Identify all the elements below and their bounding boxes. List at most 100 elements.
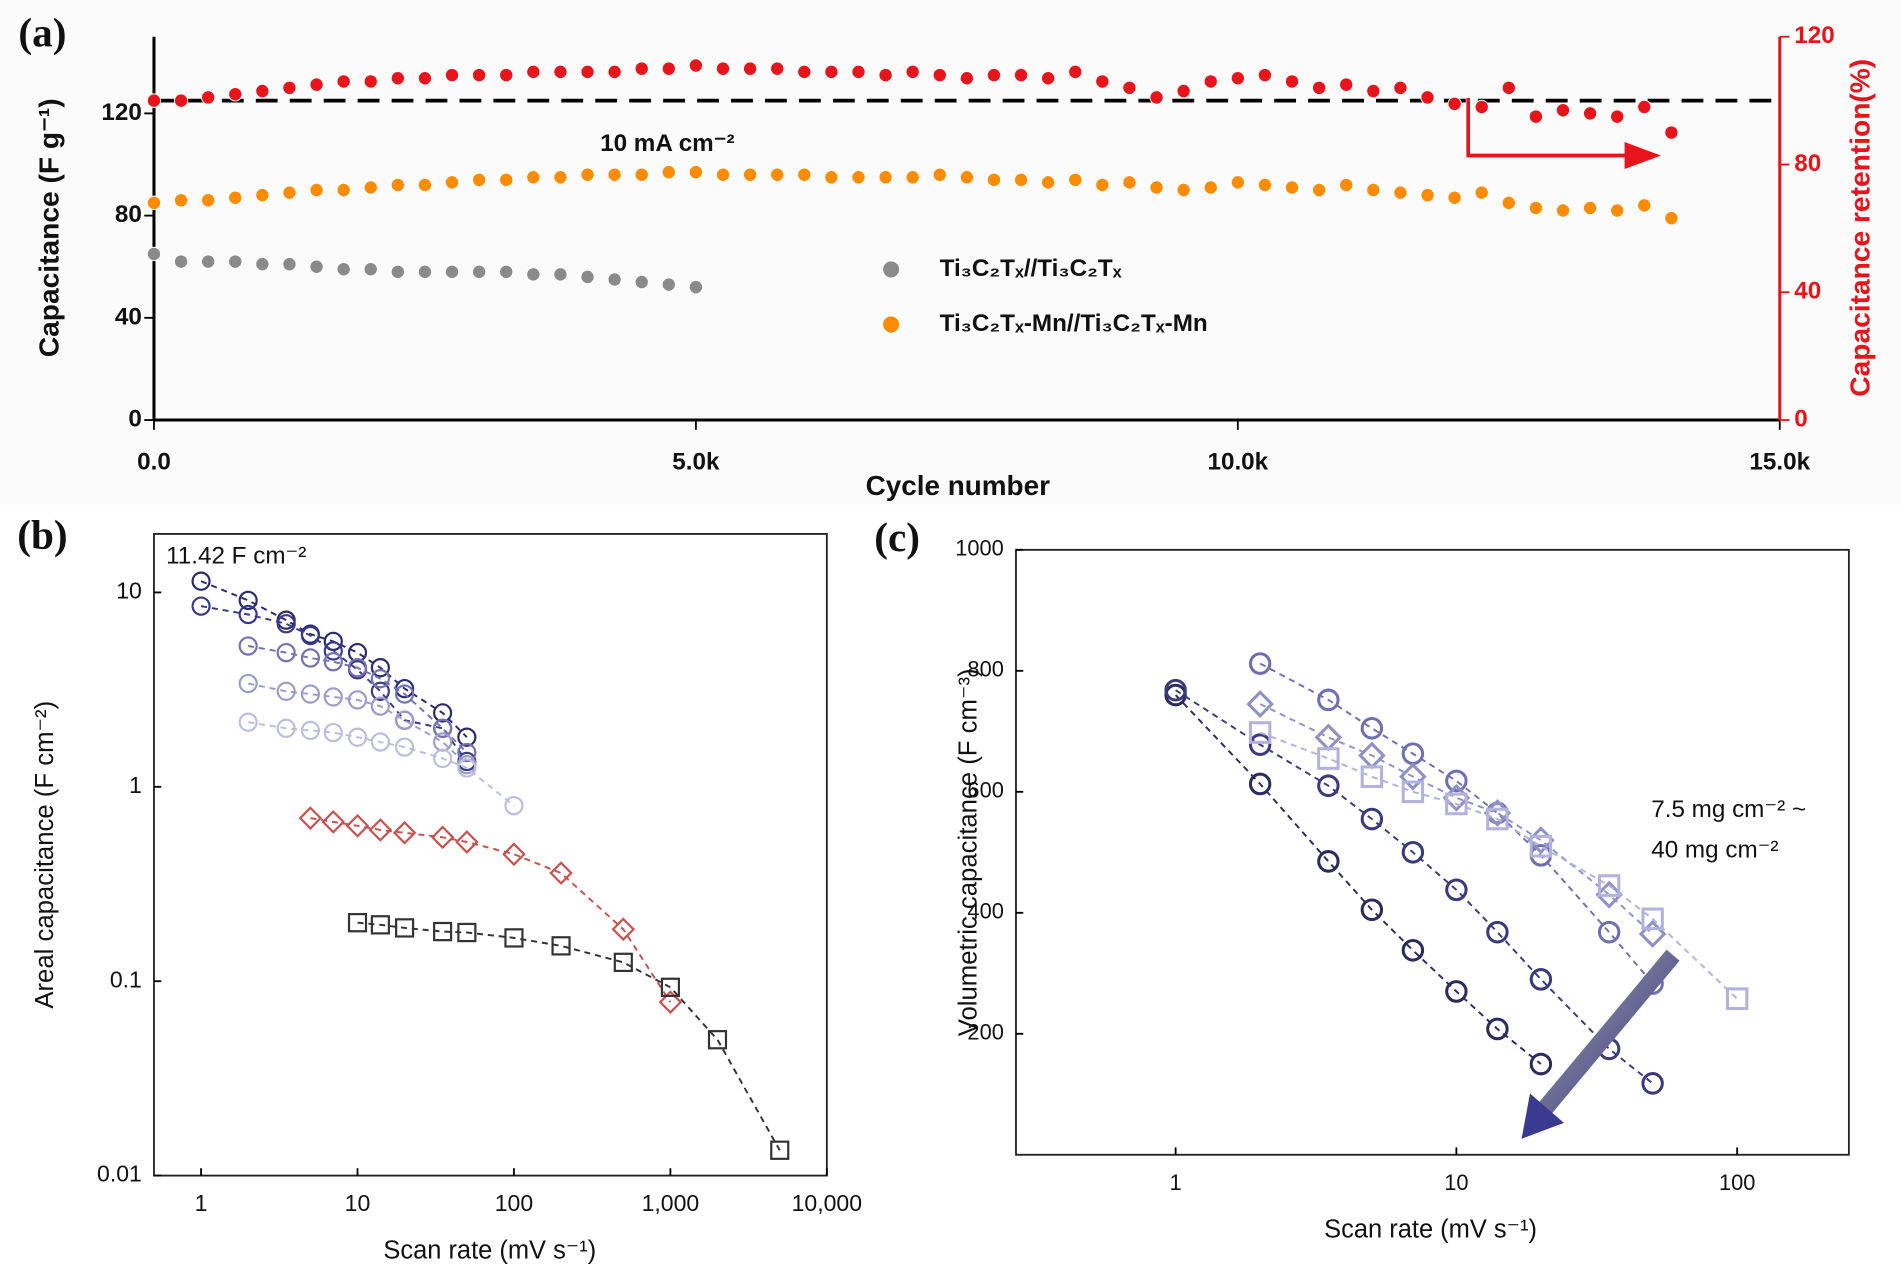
circle-marker <box>1317 774 1340 798</box>
gradient-arrow <box>1521 949 1680 1139</box>
diamond-marker <box>345 813 370 838</box>
circle-marker <box>1610 203 1625 218</box>
circle-marker <box>1366 83 1381 99</box>
circle-marker <box>1230 175 1245 190</box>
circle-marker <box>878 170 893 185</box>
square-marker <box>1486 807 1509 831</box>
y-tick-label: 400 <box>967 899 1003 924</box>
circle-marker <box>336 74 351 89</box>
circle-marker <box>1474 185 1489 200</box>
circle-marker <box>444 175 460 190</box>
circle-marker <box>417 177 433 193</box>
circle-marker <box>173 254 189 269</box>
circle-marker <box>417 71 433 86</box>
y-axis-label: Capacitance (F g⁻¹) <box>33 98 64 357</box>
circle-marker <box>433 703 453 723</box>
plot-frame <box>153 532 828 1177</box>
x-axis-label: Cycle number <box>866 470 1050 501</box>
circle-marker <box>228 87 243 102</box>
circle-marker <box>471 264 487 280</box>
annotation: 40 mg cm⁻² <box>1651 836 1778 863</box>
square-marker <box>660 977 680 998</box>
x-axis-label: Scan rate (mV s⁻¹) <box>383 1236 596 1264</box>
circle-marker <box>1339 177 1354 193</box>
square-marker <box>347 913 368 933</box>
series-line <box>1174 694 1542 1065</box>
arrow-shaft <box>1535 949 1680 1118</box>
circle-marker <box>395 684 415 704</box>
series-line <box>1175 689 1654 1085</box>
diamond-marker <box>455 830 479 854</box>
y2-tick-label: 0 <box>1794 405 1807 432</box>
circle-marker <box>1311 80 1327 96</box>
circle-marker <box>688 279 704 295</box>
circle-marker <box>661 164 676 180</box>
circle-marker <box>1176 83 1191 99</box>
circle-marker <box>1641 1072 1664 1095</box>
circle-marker <box>742 167 758 182</box>
circle-marker <box>1284 180 1300 195</box>
circle-marker <box>309 259 324 274</box>
circle-marker <box>1528 109 1544 124</box>
circle-marker <box>824 64 839 80</box>
circle-marker <box>276 614 296 634</box>
square-marker <box>370 915 390 935</box>
square-marker <box>1641 907 1664 931</box>
diamond-marker <box>368 818 393 842</box>
circle-marker <box>1486 1017 1509 1041</box>
circle-marker <box>390 177 405 193</box>
circle-marker <box>146 195 162 211</box>
annotation: 7.5 mg cm⁻² ~ <box>1651 796 1806 823</box>
diamond-marker <box>1483 799 1512 827</box>
y-tick-label: 0.01 <box>97 1161 142 1187</box>
circle-marker <box>323 641 343 661</box>
square-marker <box>433 921 453 942</box>
circle-marker <box>370 696 390 716</box>
circle-marker <box>1068 172 1083 188</box>
circle-marker <box>1041 71 1056 86</box>
circle-marker <box>255 256 270 272</box>
circle-marker <box>1664 125 1679 140</box>
x-axis-label: Scan rate (mV s⁻¹) <box>1324 1215 1537 1243</box>
circle-marker <box>323 687 343 707</box>
circle-marker <box>688 58 704 73</box>
legend-label: Ti₃C₂Tₓ//Ti₃C₂Tₓ <box>940 255 1122 282</box>
circle-marker <box>1149 90 1164 105</box>
square-marker <box>1360 765 1384 789</box>
circle-marker <box>336 262 351 277</box>
circle-marker <box>323 652 343 672</box>
x-tick-label: 10,000 <box>792 1190 862 1216</box>
series-line <box>1259 662 1654 985</box>
circle-marker <box>1582 106 1598 121</box>
plot-frame <box>1015 548 1850 1156</box>
circle-marker <box>1555 102 1571 118</box>
circle-marker <box>146 246 162 262</box>
circle-marker <box>1248 772 1272 796</box>
circle-marker <box>634 274 649 290</box>
circle-marker <box>282 80 297 96</box>
circle-marker <box>191 596 211 616</box>
circle-marker <box>1176 182 1191 198</box>
circle-marker <box>1366 182 1381 198</box>
circle-marker <box>607 167 622 182</box>
circle-marker <box>444 264 460 280</box>
circle-marker <box>1529 1052 1553 1076</box>
circle-marker <box>1528 200 1544 216</box>
series-line <box>1259 731 1738 1000</box>
circle-marker <box>300 720 320 741</box>
y-tick-label: 80 <box>115 201 142 228</box>
circle-marker <box>276 718 296 738</box>
circle-marker <box>742 61 758 76</box>
circle-marker <box>276 681 296 701</box>
circle-marker <box>300 648 320 668</box>
circle-marker <box>905 170 920 185</box>
circle-marker <box>770 167 785 182</box>
diamond-marker <box>549 861 573 885</box>
circle-marker <box>323 631 343 652</box>
square-marker <box>457 922 477 943</box>
diamond-marker <box>321 810 346 834</box>
y2-tick-label: 120 <box>1794 22 1834 49</box>
panel-label: (a) <box>18 9 66 56</box>
circle-marker <box>1149 180 1164 195</box>
circle-marker <box>1248 733 1272 756</box>
